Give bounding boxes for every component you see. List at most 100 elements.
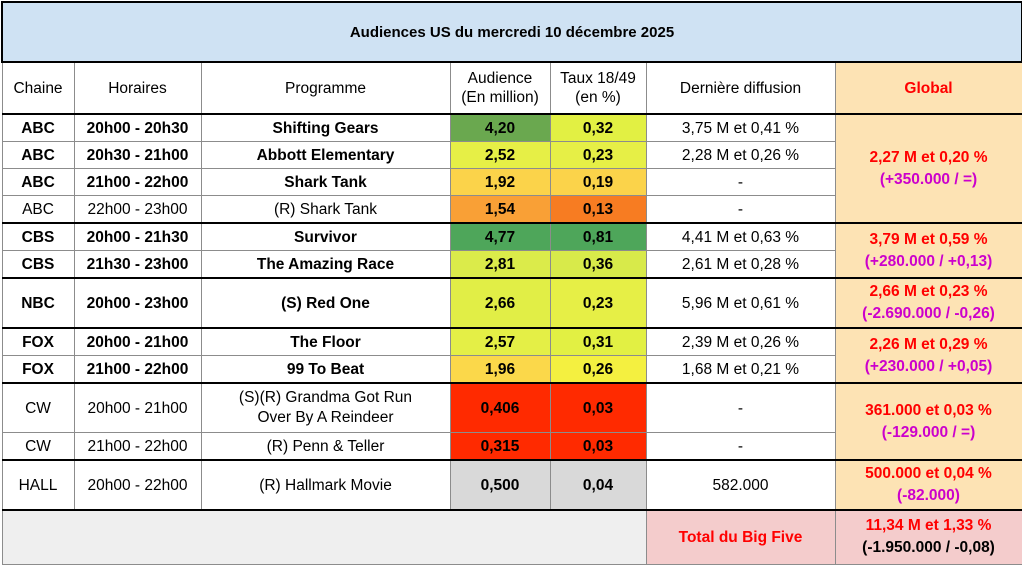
cell-horaires: 20h00 - 21h00 <box>73 382 202 433</box>
cell-taux: 0,04 <box>549 459 647 511</box>
global-nbc-value: 2,66 M et 0,23 % <box>869 283 988 300</box>
cell-chaine: HALL <box>1 459 75 511</box>
cell-audience: 4,77 <box>449 222 551 251</box>
cell-horaires: 21h00 - 22h00 <box>73 432 202 461</box>
cell-chaine: CW <box>1 432 75 461</box>
cell-horaires: 22h00 - 23h00 <box>73 195 202 224</box>
total-value: 11,34 M et 1,33 % (-1.950.000 / -0,08) <box>834 509 1022 565</box>
cell-horaires: 21h00 - 22h00 <box>73 168 202 196</box>
cell-audience: 2,81 <box>449 250 551 279</box>
total-value-diff: (-1.950.000 / -0,08) <box>862 539 995 557</box>
cell-audience: 2,57 <box>449 327 551 356</box>
cell-audience: 1,96 <box>449 355 551 384</box>
table-row: FOX 20h00 - 21h00 The Floor 2,57 0,31 2,… <box>1 327 1022 384</box>
total-value-main: 11,34 M et 1,33 % <box>865 517 992 535</box>
cell-programme: (R) Shark Tank <box>200 195 451 224</box>
table-row: ABC 21h00 - 22h00 Shark Tank 1,92 0,19 - <box>1 168 1022 196</box>
global-nbc: 2,66 M et 0,23 % (-2.690.000 / -0,26) <box>834 277 1022 329</box>
cell-taux: 0,36 <box>549 250 647 279</box>
cell-chaine: CBS <box>1 250 75 279</box>
global-nbc-diff: (-2.690.000 / -0,26) <box>862 305 995 322</box>
table-row: ABC 20h30 - 21h00 Abbott Elementary 2,52… <box>1 141 1022 169</box>
audience-table: Audiences US du mercredi 10 décembre 202… <box>0 1 1022 565</box>
cell-programme-line2: Over By A Reindeer <box>257 409 394 426</box>
header-derniere: Dernière diffusion <box>645 61 836 115</box>
cell-programme: (S)(R) Grandma Got Run Over By A Reindeer <box>200 382 451 433</box>
cell-derniere: - <box>645 168 836 196</box>
cell-audience: 0,500 <box>449 459 551 511</box>
cell-chaine: FOX <box>1 327 75 356</box>
cell-audience: 0,315 <box>449 432 551 461</box>
cell-horaires: 20h00 - 21h00 <box>73 327 202 356</box>
cell-audience: 2,52 <box>449 141 551 169</box>
cell-derniere: - <box>645 432 836 461</box>
total-label: Total du Big Five <box>645 509 836 565</box>
global-fox: 2,26 M et 0,29 % (+230.000 / +0,05) <box>834 327 1022 384</box>
cell-horaires: 21h00 - 22h00 <box>73 355 202 384</box>
table-row: CBS 20h00 - 21h30 Survivor 4,77 0,81 4,4… <box>1 222 1022 279</box>
global-fox-value: 2,26 M et 0,29 % <box>869 335 988 353</box>
cell-audience: 0,406 <box>449 382 551 433</box>
cell-taux: 0,31 <box>549 327 647 356</box>
global-cbs-diff: (+280.000 / +0,13) <box>864 252 993 270</box>
table-row: CW 20h00 - 21h00 (S)(R) Grandma Got Run O… <box>1 382 1022 461</box>
table-row: ABC 20h00 - 20h30 Shifting Gears 4,20 0,… <box>1 113 1022 224</box>
global-cw: 361.000 et 0,03 % (-129.000 / =) <box>834 382 1022 461</box>
cell-taux: 0,32 <box>549 113 647 142</box>
header-audience-line2: (En million) <box>461 89 539 106</box>
cell-derniere: 5,96 M et 0,61 % <box>645 277 836 329</box>
cell-horaires: 20h00 - 23h00 <box>73 277 202 329</box>
cell-derniere: 2,39 M et 0,26 % <box>645 327 836 356</box>
cell-audience: 1,92 <box>449 168 551 196</box>
cell-horaires: 21h30 - 23h00 <box>73 250 202 279</box>
cell-taux: 0,26 <box>549 355 647 384</box>
cell-programme: (R) Hallmark Movie <box>200 459 451 511</box>
cell-programme: The Amazing Race <box>200 250 451 279</box>
global-hall: 500.000 et 0,04 % (-82.000) <box>834 459 1022 511</box>
global-abc: 2,27 M et 0,20 % (+350.000 / =) <box>834 113 1022 224</box>
header-taux-line1: Taux 18/49 <box>560 70 636 87</box>
cell-programme: Shark Tank <box>200 168 451 196</box>
table-row: HALL 20h00 - 22h00 (R) Hallmark Movie 0,… <box>1 459 1022 511</box>
cell-horaires: 20h00 - 20h30 <box>73 113 202 142</box>
header-audience: Audience (En million) <box>449 61 551 115</box>
table-row: CW 21h00 - 22h00 (R) Penn & Teller 0,315… <box>1 432 1022 461</box>
global-cw-diff: (-129.000 / =) <box>881 423 976 441</box>
cell-derniere: 4,41 M et 0,63 % <box>645 222 836 251</box>
table-title: Audiences US du mercredi 10 décembre 202… <box>0 1 1022 63</box>
cell-chaine: FOX <box>1 355 75 384</box>
cell-taux: 0,13 <box>549 195 647 224</box>
global-hall-diff: (-82.000) <box>897 487 960 504</box>
header-global: Global <box>834 61 1022 115</box>
cell-derniere: 2,28 M et 0,26 % <box>645 141 836 169</box>
cell-programme: Survivor <box>200 222 451 251</box>
cell-taux: 0,81 <box>549 222 647 251</box>
cell-derniere: - <box>645 195 836 224</box>
cell-programme: (R) Penn & Teller <box>200 432 451 461</box>
cell-chaine: CW <box>1 382 75 433</box>
cell-audience: 2,66 <box>449 277 551 329</box>
cell-programme: (S) Red One <box>200 277 451 329</box>
header-row: Chaine Horaires Programme Audience (En mi… <box>1 61 1022 115</box>
cell-programme: Shifting Gears <box>200 113 451 142</box>
cell-taux: 0,23 <box>549 141 647 169</box>
global-abc-diff: (+350.000 / =) <box>879 170 978 188</box>
global-hall-value: 500.000 et 0,04 % <box>865 465 992 482</box>
global-cbs: 3,79 M et 0,59 % (+280.000 / +0,13) <box>834 222 1022 279</box>
cell-horaires: 20h30 - 21h00 <box>73 141 202 169</box>
cell-taux: 0,19 <box>549 168 647 196</box>
global-cbs-value: 3,79 M et 0,59 % <box>869 230 988 248</box>
cell-horaires: 20h00 - 22h00 <box>73 459 202 511</box>
cell-taux: 0,03 <box>549 432 647 461</box>
header-programme: Programme <box>200 61 451 115</box>
cell-programme: Abbott Elementary <box>200 141 451 169</box>
table-row: CBS 21h30 - 23h00 The Amazing Race 2,81 … <box>1 250 1022 279</box>
cell-chaine: ABC <box>1 168 75 196</box>
table-row: NBC 20h00 - 23h00 (S) Red One 2,66 0,23 … <box>1 277 1022 329</box>
global-fox-diff: (+230.000 / +0,05) <box>864 357 993 375</box>
total-empty-cell <box>1 509 647 565</box>
cell-audience: 4,20 <box>449 113 551 142</box>
cell-derniere: 3,75 M et 0,41 % <box>645 113 836 142</box>
cell-programme: The Floor <box>200 327 451 356</box>
